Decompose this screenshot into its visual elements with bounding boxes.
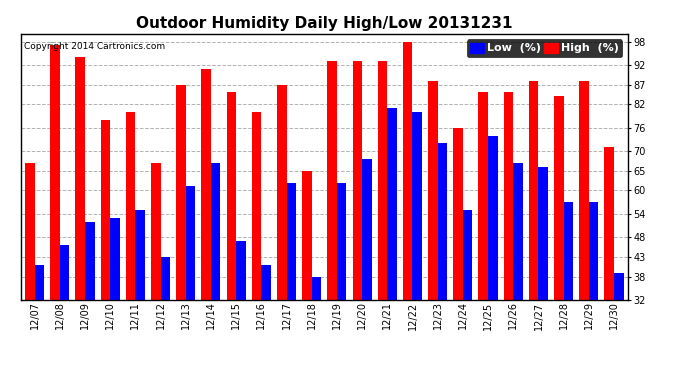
Bar bbox=[75, 57, 85, 375]
Bar bbox=[387, 108, 397, 375]
Bar bbox=[277, 85, 286, 375]
Bar bbox=[428, 81, 437, 375]
Bar bbox=[478, 93, 488, 375]
Bar bbox=[554, 96, 564, 375]
Bar bbox=[504, 93, 513, 375]
Bar bbox=[262, 265, 271, 375]
Text: Copyright 2014 Cartronics.com: Copyright 2014 Cartronics.com bbox=[23, 42, 165, 51]
Bar bbox=[161, 257, 170, 375]
Bar bbox=[529, 81, 538, 375]
Bar bbox=[186, 186, 195, 375]
Bar bbox=[85, 222, 95, 375]
Bar bbox=[413, 112, 422, 375]
Bar bbox=[25, 163, 34, 375]
Bar bbox=[201, 69, 211, 375]
Bar bbox=[34, 265, 44, 375]
Bar bbox=[211, 163, 221, 375]
Bar bbox=[377, 61, 387, 375]
Bar bbox=[126, 112, 135, 375]
Bar bbox=[362, 159, 372, 375]
Bar bbox=[513, 163, 523, 375]
Bar bbox=[236, 241, 246, 375]
Bar bbox=[135, 210, 145, 375]
Bar bbox=[327, 61, 337, 375]
Bar bbox=[176, 85, 186, 375]
Legend: Low  (%), High  (%): Low (%), High (%) bbox=[467, 39, 622, 57]
Bar bbox=[302, 171, 312, 375]
Bar bbox=[312, 276, 322, 375]
Bar bbox=[226, 93, 236, 375]
Bar bbox=[453, 128, 463, 375]
Bar bbox=[604, 147, 614, 375]
Bar bbox=[463, 210, 473, 375]
Bar bbox=[50, 45, 60, 375]
Bar bbox=[337, 183, 346, 375]
Bar bbox=[110, 218, 120, 375]
Bar bbox=[403, 42, 413, 375]
Bar bbox=[353, 61, 362, 375]
Bar bbox=[101, 120, 110, 375]
Bar bbox=[151, 163, 161, 375]
Bar bbox=[60, 245, 69, 375]
Bar bbox=[589, 202, 598, 375]
Bar bbox=[538, 167, 548, 375]
Bar bbox=[252, 112, 262, 375]
Bar bbox=[580, 81, 589, 375]
Title: Outdoor Humidity Daily High/Low 20131231: Outdoor Humidity Daily High/Low 20131231 bbox=[136, 16, 513, 31]
Bar bbox=[614, 273, 624, 375]
Bar bbox=[437, 143, 447, 375]
Bar bbox=[286, 183, 296, 375]
Bar bbox=[564, 202, 573, 375]
Bar bbox=[488, 135, 497, 375]
